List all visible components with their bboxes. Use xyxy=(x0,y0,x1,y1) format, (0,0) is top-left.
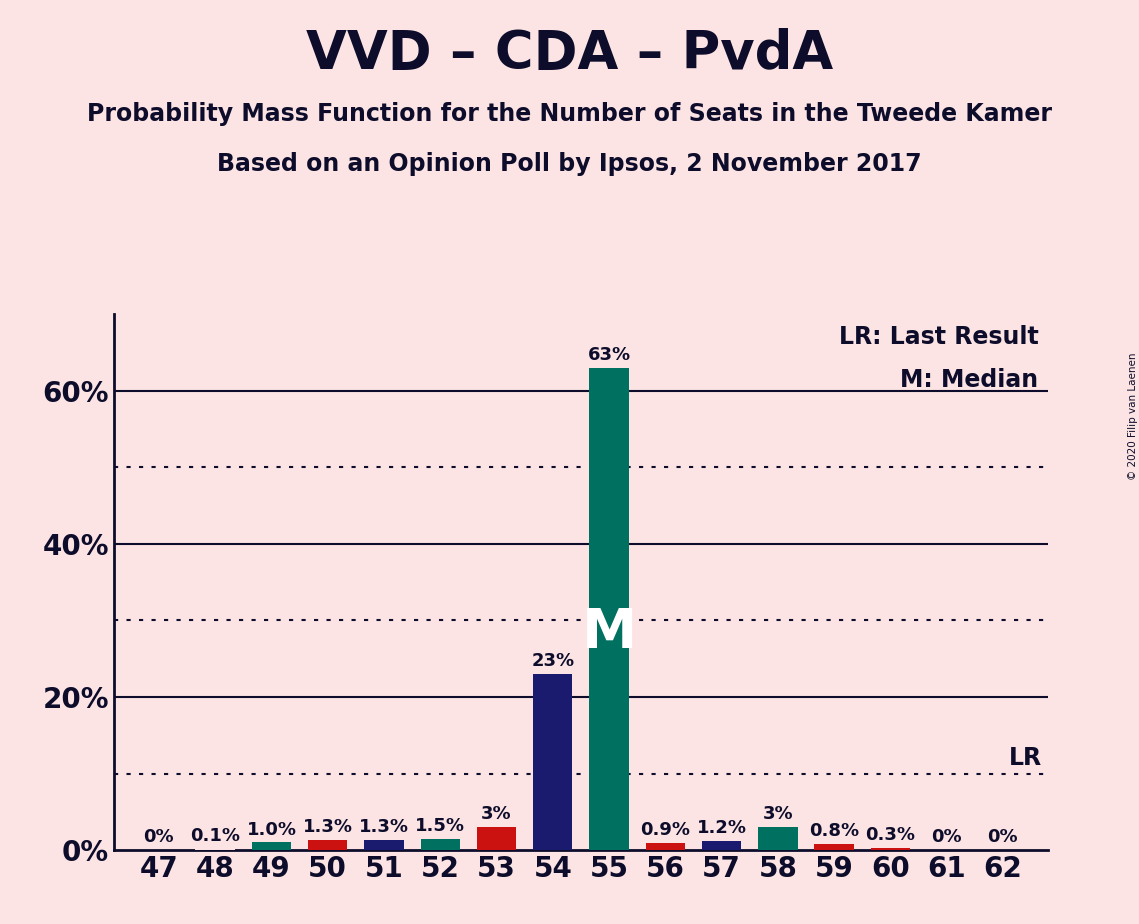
Text: M: Median: M: Median xyxy=(901,368,1039,392)
Text: 63%: 63% xyxy=(588,346,631,364)
Bar xyxy=(420,839,460,850)
Text: 23%: 23% xyxy=(531,652,574,670)
Bar xyxy=(308,840,347,850)
Bar xyxy=(364,840,403,850)
Text: 3%: 3% xyxy=(481,806,511,823)
Bar xyxy=(589,368,629,850)
Bar xyxy=(759,827,797,850)
Text: 0.9%: 0.9% xyxy=(640,821,690,839)
Text: 0.8%: 0.8% xyxy=(809,822,859,840)
Text: 0%: 0% xyxy=(932,828,962,846)
Bar xyxy=(533,674,573,850)
Bar xyxy=(646,844,685,850)
Text: © 2020 Filip van Laenen: © 2020 Filip van Laenen xyxy=(1129,352,1138,480)
Text: 0%: 0% xyxy=(144,828,174,846)
Text: LR: LR xyxy=(1009,746,1042,770)
Text: 0.3%: 0.3% xyxy=(866,826,916,844)
Bar xyxy=(477,827,516,850)
Text: 1.5%: 1.5% xyxy=(416,817,465,834)
Bar xyxy=(814,844,854,850)
Text: Based on an Opinion Poll by Ipsos, 2 November 2017: Based on an Opinion Poll by Ipsos, 2 Nov… xyxy=(218,152,921,176)
Text: M: M xyxy=(581,606,637,660)
Text: VVD – CDA – PvdA: VVD – CDA – PvdA xyxy=(306,28,833,79)
Text: 1.3%: 1.3% xyxy=(359,819,409,836)
Text: Probability Mass Function for the Number of Seats in the Tweede Kamer: Probability Mass Function for the Number… xyxy=(87,102,1052,126)
Text: 1.3%: 1.3% xyxy=(303,819,353,836)
Text: 1.2%: 1.2% xyxy=(697,819,746,837)
Text: 3%: 3% xyxy=(762,806,793,823)
Bar xyxy=(870,848,910,850)
Bar xyxy=(702,841,741,850)
Bar xyxy=(252,843,292,850)
Text: 0.1%: 0.1% xyxy=(190,828,240,845)
Text: 1.0%: 1.0% xyxy=(246,821,296,839)
Text: LR: Last Result: LR: Last Result xyxy=(838,325,1039,349)
Text: 0%: 0% xyxy=(988,828,1018,846)
